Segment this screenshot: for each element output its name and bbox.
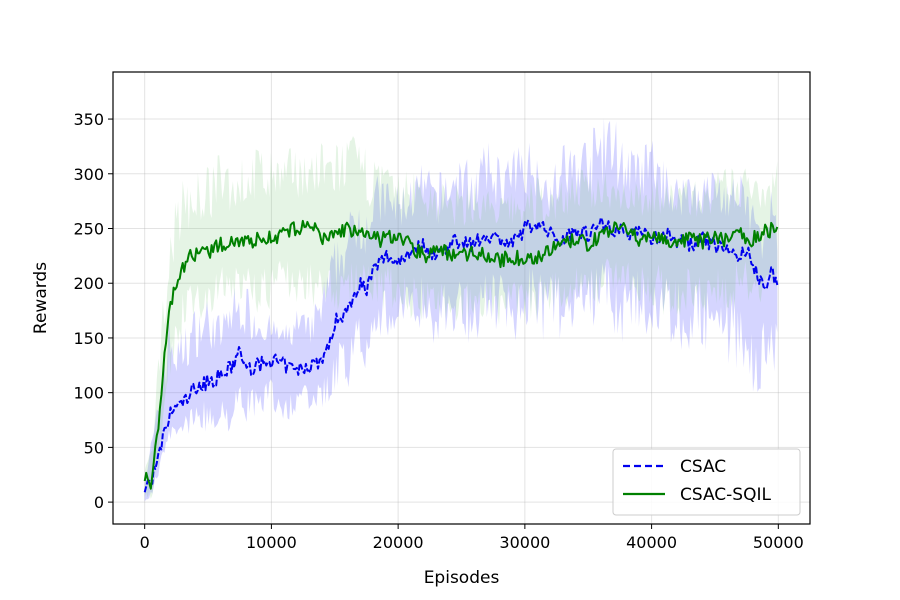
band-csac: [144, 117, 778, 502]
y-tick-label: 350: [73, 110, 104, 129]
x-tick-label: 20000: [373, 533, 424, 552]
y-tick-label: 200: [73, 274, 104, 293]
y-tick-label: 0: [94, 493, 104, 512]
legend: CSAC CSAC-SQIL: [612, 448, 801, 516]
x-tick-label: 10000: [246, 533, 297, 552]
y-axis-label: Rewards: [31, 262, 51, 334]
series-line-csac: [143, 216, 779, 493]
x-tick-label: 50000: [753, 533, 804, 552]
y-tick-label: 250: [73, 220, 104, 239]
y-tick-label: 50: [84, 438, 104, 457]
series-lines: [143, 216, 779, 493]
y-tick-label: 300: [73, 165, 104, 184]
y-tick-label: 100: [73, 384, 104, 403]
grid: [113, 72, 810, 524]
x-tick-label: 0: [140, 533, 150, 552]
band-csac-sqil: [144, 136, 778, 499]
x-axis-label: Episodes: [424, 568, 500, 588]
x-tick-label: 40000: [626, 533, 677, 552]
x-axis-ticks: 0 10000 20000 30000 40000 50000: [140, 524, 804, 552]
legend-label-csac: CSAC: [680, 457, 726, 477]
series-line-csac-sqil: [143, 219, 779, 490]
legend-label-csac-sqil: CSAC-SQIL: [680, 485, 771, 505]
y-axis-ticks: 0 50 100 150 200 250 300 350: [73, 110, 113, 512]
y-tick-label: 150: [73, 329, 104, 348]
plot-frame: [112, 71, 811, 525]
x-tick-label: 30000: [499, 533, 550, 552]
variance-bands: [144, 117, 778, 502]
